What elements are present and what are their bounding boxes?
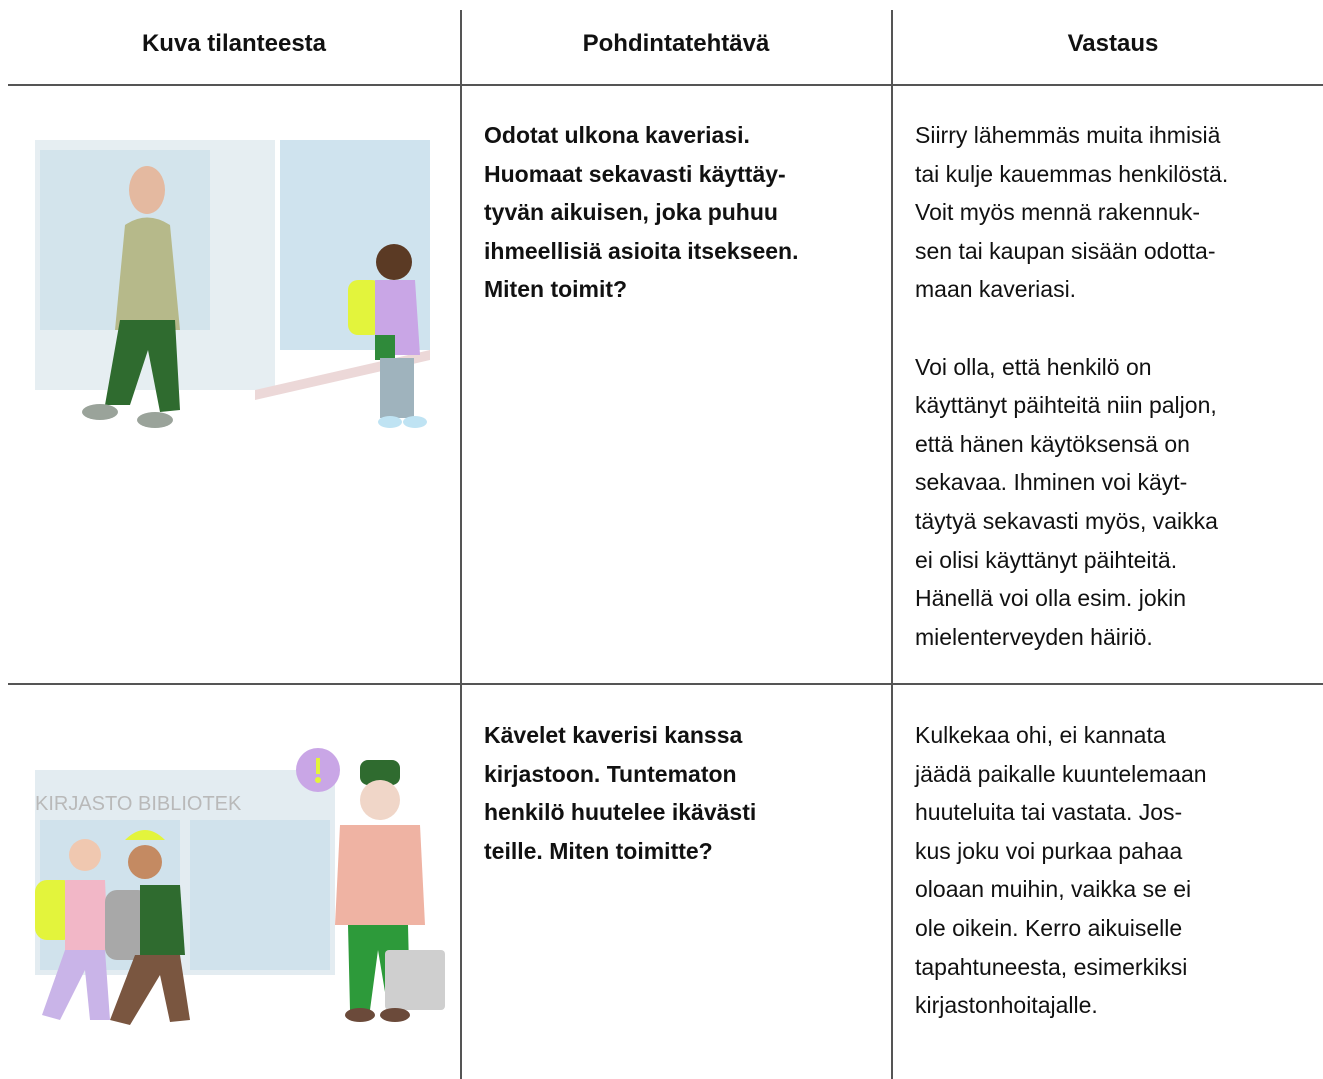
answer-line: oloaan muihin, vaikka se ei xyxy=(915,876,1192,903)
answer-line: käyttänyt päihteitä niin paljon, xyxy=(915,392,1217,419)
illustration xyxy=(35,140,430,428)
header-cell: Kuva tilanteesta xyxy=(141,30,327,57)
answer-line: täytyä sekavasti myös, vaikka xyxy=(915,508,1218,534)
answer-line: tai kulje kauemmas henkilöstä. xyxy=(915,160,1229,187)
header-cell: Vastaus xyxy=(1067,30,1159,57)
answer-line: kirjastonhoitajalle. xyxy=(915,992,1098,1019)
answer-line: huuteluita tai vastata. Jos- xyxy=(915,799,1183,826)
answer-line: Voit myös mennä rakennuk- xyxy=(915,199,1201,226)
header-cell: Pohdintatehtävä xyxy=(582,30,770,57)
row-divider xyxy=(8,84,1323,86)
col-divider xyxy=(460,10,462,1079)
row-divider xyxy=(8,683,1323,685)
task-line: Huomaat sekavasti käyttäy- xyxy=(484,160,786,187)
answer-line: maan kaveriasi. xyxy=(915,276,1077,303)
answer-line: Voi olla, että henkilö on xyxy=(915,353,1152,380)
answer-line: että hänen käytöksensä on xyxy=(915,430,1190,457)
answer-line: jäädä paikalle kuuntelemaan xyxy=(915,760,1207,787)
answer-line: sen tai kaupan sisään odotta- xyxy=(915,237,1216,264)
task-line: Odotat ulkona kaveriasi. xyxy=(484,122,750,148)
task-line: Miten toimit? xyxy=(484,276,628,303)
answer-line: tapahtuneesta, esimerkiksi xyxy=(915,953,1188,980)
answer-line: Siirry lähemmäs muita ihmisiä xyxy=(915,122,1221,148)
answer-line: kus joku voi purkaa pahaa xyxy=(915,837,1183,864)
answer-line: sekavaa. Ihminen voi käyt- xyxy=(915,469,1188,496)
task-line: ihmeellisiä asioita itsekseen. xyxy=(484,237,799,264)
answer-line: ole oikein. Kerro aikuiselle xyxy=(915,915,1183,941)
task-line: Kävelet kaverisi kanssa xyxy=(484,722,743,748)
task-line: henkilö huutelee ikävästi xyxy=(484,799,757,826)
task-line: tyvän aikuisen, joka puhuu xyxy=(484,199,778,226)
answer-line: ei olisi käyttänyt päihteitä. xyxy=(915,546,1178,573)
answer-line: mielenterveyden häiriö. xyxy=(915,623,1153,650)
answer-line: Hänellä voi olla esim. jokin xyxy=(915,585,1187,612)
answer-line: Kulkekaa ohi, ei kannata xyxy=(915,722,1166,748)
col-divider xyxy=(891,10,893,1079)
task-line: kirjastoon. Tuntematon xyxy=(484,760,737,787)
sign-text: KIRJASTO BIBLIOTEK xyxy=(35,793,242,815)
illustration: KIRJASTO BIBLIOTEK xyxy=(35,748,445,1025)
task-line: teille. Miten toimitte? xyxy=(484,837,713,864)
